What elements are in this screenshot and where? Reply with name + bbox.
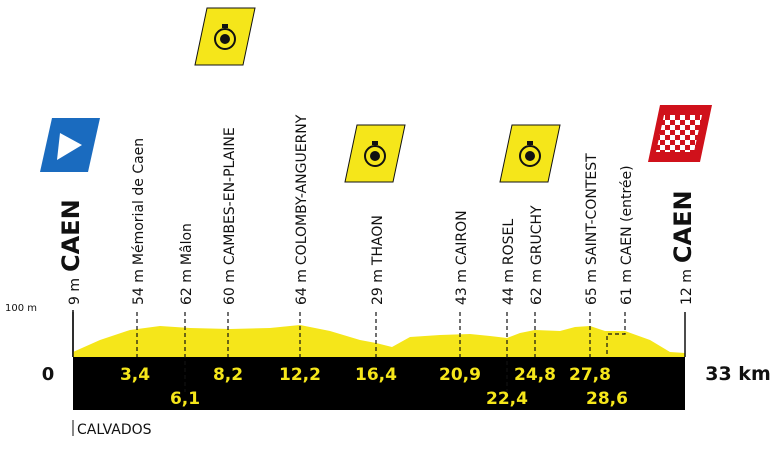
waypoint-elevation: 54 m [131, 269, 147, 305]
km-label: 6,1 [170, 389, 200, 409]
sprint-icon [344, 124, 406, 183]
waypoint-elevation: 64 m [294, 269, 310, 305]
km-label: 16,4 [355, 365, 397, 385]
waypoint-label: 29 m THAON [370, 215, 386, 305]
km-label: 24,8 [514, 365, 556, 385]
waypoint-label: 43 m CAIRON [454, 210, 470, 305]
km-label: 12,2 [279, 365, 321, 385]
sprint-icon [194, 7, 256, 66]
start-icon [40, 118, 100, 172]
waypoint-elevation: 43 m [454, 269, 470, 305]
waypoint-elevation: 9 m [67, 278, 83, 305]
start-km: 0 [42, 364, 55, 385]
waypoint-leader [606, 312, 626, 357]
region-label: CALVADOS [77, 422, 152, 438]
waypoint-name: CAEN [669, 190, 697, 263]
waypoint-elevation: 12 m [679, 269, 695, 305]
waypoint-elevation: 44 m [501, 269, 517, 305]
waypoint-name: Mémorial de Caen [131, 138, 147, 265]
waypoint-label: 64 m COLOMBY-ANGUERNY [294, 114, 310, 305]
km-label: 3,4 [120, 365, 150, 385]
waypoint-elevation: 62 m [179, 269, 195, 305]
finish-km: 33 km [705, 363, 771, 385]
km-label: 8,2 [213, 365, 243, 385]
waypoint-label: 65 m SAINT-CONTEST [584, 153, 600, 305]
scale-label: 100 m [5, 303, 37, 314]
waypoint-name: CAMBES-EN-PLAINE [222, 127, 238, 265]
distance-bar [73, 357, 685, 410]
waypoint-label: 62 m Mâlon [179, 223, 195, 305]
waypoint-label: 9 m CAEN [57, 199, 85, 305]
waypoint-elevation: 65 m [584, 269, 600, 305]
waypoint-name: SAINT-CONTEST [584, 153, 600, 265]
waypoint-elevation: 61 m [619, 269, 635, 305]
km-label: 27,8 [569, 365, 611, 385]
waypoint-elevation: 29 m [370, 269, 386, 305]
waypoint-elevation: 62 m [529, 269, 545, 305]
waypoint-label: 44 m ROSEL [501, 219, 517, 305]
waypoint-name: CAEN (entrée) [619, 165, 635, 265]
waypoint-name: ROSEL [501, 219, 517, 265]
waypoint-name: Mâlon [179, 223, 195, 265]
km-label: 20,9 [439, 365, 481, 385]
finish-icon [648, 105, 712, 162]
waypoint-name: THAON [370, 215, 386, 266]
km-label: 22,4 [486, 389, 528, 409]
waypoint-name: CAIRON [454, 210, 470, 265]
waypoint-label: 54 m Mémorial de Caen [131, 138, 147, 305]
waypoint-name: CAEN [57, 199, 85, 272]
waypoint-label: 12 m CAEN [669, 190, 697, 305]
waypoint-label: 62 m GRUCHY [529, 205, 545, 305]
waypoint-name: GRUCHY [529, 205, 545, 265]
waypoint-elevation: 60 m [222, 269, 238, 305]
waypoint-name: COLOMBY-ANGUERNY [294, 114, 310, 265]
waypoint-label: 61 m CAEN (entrée) [619, 165, 635, 305]
sprint-icon [499, 124, 561, 183]
km-label: 28,6 [586, 389, 628, 409]
elevation-profile [73, 325, 685, 357]
waypoint-label: 60 m CAMBES-EN-PLAINE [222, 127, 238, 305]
